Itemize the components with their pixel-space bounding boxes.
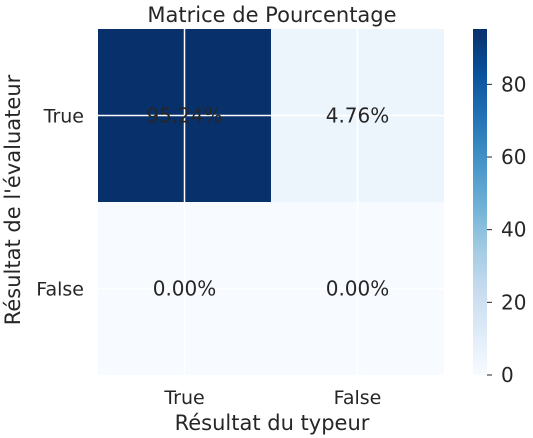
cell-label-1-1: 0.00%: [326, 277, 390, 301]
y-tick-label-1: False: [36, 279, 84, 301]
cell-label-0-0: 95.24%: [146, 104, 222, 128]
x-tick-label-0: True: [163, 387, 204, 409]
colorbar-tick-label-0: 0: [501, 363, 514, 387]
y-axis-label: Résultat de l'évaluateur: [1, 74, 25, 325]
heatmap-cells: [98, 29, 444, 375]
colorbar-ticks: 0 20 40 60 80: [487, 72, 526, 387]
colorbar-tick-label-3: 60: [501, 145, 526, 169]
colorbar: [473, 29, 487, 375]
cell-label-1-0: 0.00%: [153, 277, 217, 301]
colorbar-tick-label-1: 20: [501, 290, 526, 314]
cell-label-0-1: 4.76%: [326, 104, 390, 128]
y-axis-ticks: True False: [36, 106, 84, 301]
colorbar-tick-label-4: 80: [501, 72, 526, 96]
x-axis-label: Résultat du typeur: [175, 411, 370, 435]
chart-title: Matrice de Pourcentage: [147, 3, 396, 27]
x-tick-label-1: False: [334, 387, 382, 409]
x-axis-ticks: True False: [163, 387, 381, 409]
colorbar-tick-label-2: 40: [501, 218, 526, 242]
y-tick-label-0: True: [43, 106, 84, 128]
